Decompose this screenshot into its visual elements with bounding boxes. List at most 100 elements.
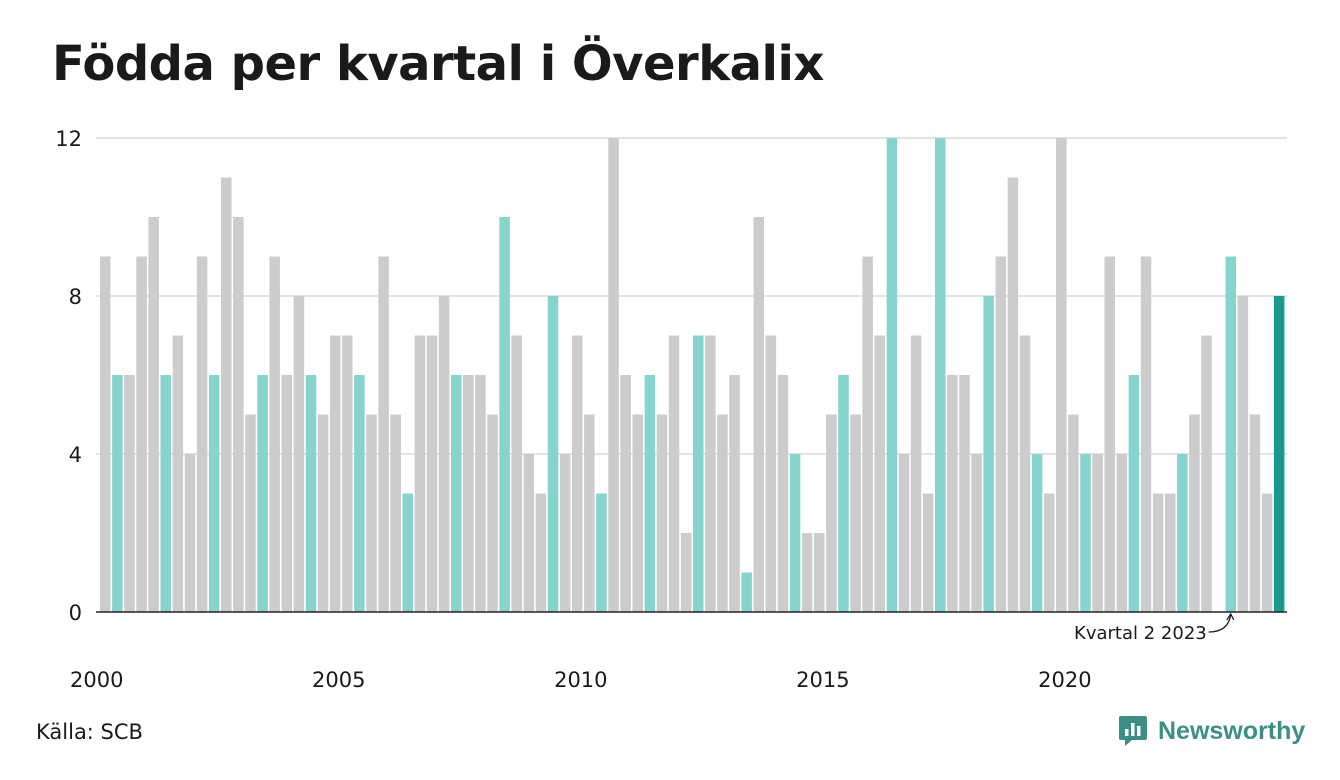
bar [741, 572, 752, 612]
bar [680, 533, 692, 612]
bar [693, 335, 704, 612]
bar [438, 296, 450, 612]
x-tick-label: 2015 [796, 668, 849, 692]
annotation-label: Kvartal 2 2023 [1074, 623, 1207, 644]
x-tick-label: 2010 [554, 668, 607, 692]
bar [487, 414, 498, 612]
bar [342, 335, 353, 612]
bar [1080, 454, 1091, 612]
bar [874, 335, 886, 612]
bar [1140, 256, 1152, 612]
chart-title: Födda per kvartal i Överkalix [52, 36, 824, 92]
brand-name: Newsworthy [1158, 716, 1306, 745]
bar [935, 138, 946, 612]
bar [765, 335, 777, 612]
bar [729, 375, 740, 612]
bar [596, 493, 607, 612]
bar [100, 256, 111, 612]
bar [208, 375, 220, 612]
bar [620, 375, 631, 612]
bar [1225, 256, 1236, 612]
bar [753, 217, 765, 612]
bar [632, 414, 643, 612]
bar [535, 493, 547, 612]
source-note: Källa: SCB [36, 720, 143, 744]
bar [1019, 335, 1031, 612]
bar [910, 335, 922, 612]
bar [1068, 414, 1079, 612]
bar [547, 296, 559, 612]
bar [463, 375, 474, 612]
bar [777, 375, 789, 612]
bar [172, 335, 184, 612]
bar [378, 256, 389, 612]
bar [1261, 493, 1273, 612]
bar [995, 256, 1007, 612]
bar [354, 375, 365, 612]
bar [1152, 493, 1164, 612]
brand-logo: Newsworthy [1118, 714, 1305, 748]
bar [390, 414, 401, 612]
bar [1177, 454, 1188, 612]
x-tick-label: 2000 [70, 668, 123, 692]
bar [148, 217, 159, 612]
bar [257, 375, 268, 612]
annotation: Kvartal 2 2023 [1074, 612, 1235, 644]
bar [1249, 414, 1261, 612]
bar [571, 335, 583, 612]
bar [584, 414, 595, 612]
bar [233, 217, 244, 612]
bar [136, 256, 147, 612]
bar [1128, 375, 1140, 612]
bar [644, 375, 656, 612]
bar [414, 335, 426, 612]
bar [511, 335, 522, 612]
bar [898, 454, 910, 612]
bar [608, 138, 619, 612]
bar [922, 493, 934, 612]
bar [426, 335, 438, 612]
bar [656, 414, 668, 612]
bar-chart: 0 4 8 12 2000 2005 2010 2015 2020 Kvartal 2 202… [55, 127, 1287, 692]
bar [402, 493, 414, 612]
bar [826, 414, 837, 612]
bar [1201, 335, 1212, 612]
bar [475, 375, 486, 612]
bar [717, 414, 728, 612]
bar [1031, 454, 1043, 612]
bar [838, 375, 849, 612]
bar [1237, 296, 1249, 612]
bar [971, 454, 982, 612]
bar [959, 375, 970, 612]
x-axis-ticks: 2000 2005 2010 2015 2020 [70, 668, 1092, 692]
bar [124, 375, 135, 612]
y-tick-label: 12 [55, 127, 82, 151]
bar [1007, 177, 1019, 612]
y-axis-ticks: 0 4 8 12 [55, 127, 82, 625]
bar [947, 375, 958, 612]
bar [789, 454, 801, 612]
bar [269, 256, 280, 612]
bar [317, 414, 329, 612]
bar [668, 335, 680, 612]
bar [196, 256, 208, 612]
bar [1043, 493, 1055, 612]
bar [112, 375, 123, 612]
bar [1273, 296, 1285, 612]
bar [450, 375, 462, 612]
bar [305, 375, 317, 612]
bar [1116, 454, 1128, 612]
bar [160, 375, 172, 612]
bar [1104, 256, 1115, 612]
bar [1164, 493, 1176, 612]
bar [366, 414, 377, 612]
x-tick-label: 2020 [1038, 668, 1091, 692]
bar [1092, 454, 1103, 612]
bar [221, 177, 232, 612]
annotation-arrow [1208, 612, 1235, 633]
y-tick-label: 4 [69, 443, 82, 467]
bar [862, 256, 873, 612]
bar [1056, 138, 1067, 612]
bar [245, 414, 256, 612]
bar [886, 138, 898, 612]
